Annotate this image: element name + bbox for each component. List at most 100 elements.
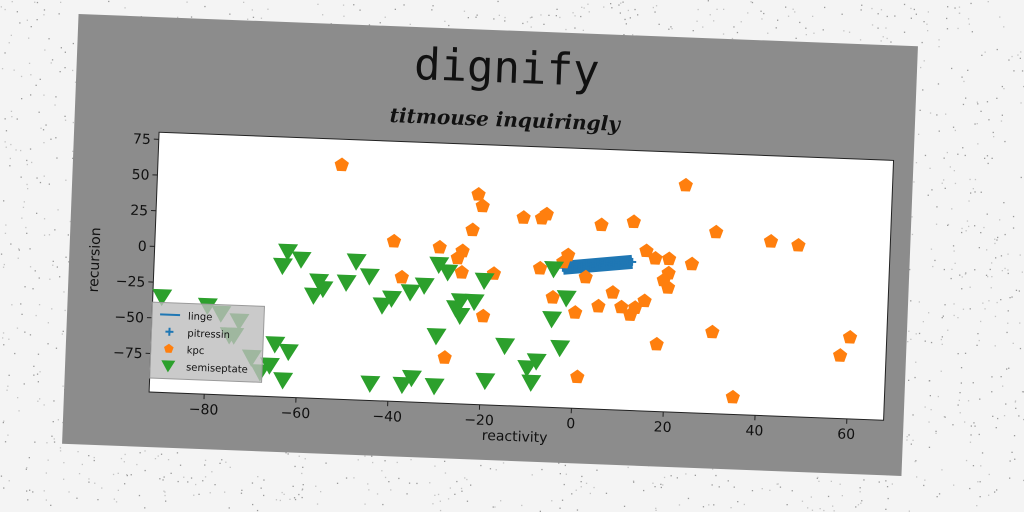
y-tick-label: −25 (115, 274, 145, 291)
point-semiseptate (517, 360, 538, 378)
point-kpc (627, 300, 643, 314)
point-pitressin (591, 259, 600, 268)
point-semiseptate (313, 280, 334, 299)
point-pitressin (568, 262, 577, 271)
y-axis-label: recursion (86, 227, 104, 293)
point-kpc (833, 348, 848, 362)
x-tick-label: −40 (372, 409, 402, 426)
point-semiseptate (424, 377, 445, 396)
point-kpc (594, 217, 609, 232)
point-kpc (763, 233, 779, 248)
point-kpc (465, 222, 480, 237)
point-kpc (334, 157, 349, 172)
point-kpc (684, 256, 700, 271)
legend-label: kpc (186, 345, 204, 357)
point-semiseptate (259, 357, 280, 375)
point-kpc (626, 214, 641, 229)
y-tick-label: 0 (137, 239, 147, 255)
data-marks (152, 157, 858, 404)
point-kpc (534, 210, 550, 225)
point-kpc (516, 210, 531, 224)
point-semiseptate (521, 374, 542, 392)
point-kpc (386, 233, 402, 248)
legend-label: pitressin (187, 328, 230, 341)
point-semiseptate (426, 327, 447, 346)
point-kpc (591, 298, 606, 313)
x-tick-label: 60 (837, 426, 855, 443)
legend-box (149, 301, 265, 383)
point-semiseptate (272, 257, 293, 276)
point-kpc (561, 247, 576, 262)
point-kpc (614, 299, 629, 314)
point-kpc (649, 336, 664, 351)
point-kpc (570, 369, 585, 384)
legend-marker (161, 360, 176, 373)
point-kpc (842, 329, 858, 344)
point-kpc (662, 251, 677, 266)
point-semiseptate (401, 369, 422, 388)
point-semiseptate (360, 375, 381, 393)
point-semiseptate (382, 290, 403, 308)
point-semiseptate (544, 261, 565, 279)
point-semiseptate (526, 353, 547, 371)
legend-marker (164, 343, 174, 353)
point-pitressin (600, 258, 609, 268)
point-semiseptate (474, 272, 495, 291)
legend-marker (165, 327, 174, 336)
point-semiseptate (556, 290, 577, 308)
point-kpc (709, 224, 724, 239)
series-kpc (334, 157, 858, 404)
point-semiseptate (346, 253, 367, 271)
point-kpc (656, 272, 671, 287)
point-semiseptate (291, 251, 312, 269)
point-kpc (678, 177, 693, 192)
point-kpc (532, 260, 548, 275)
legend-label: linge (188, 311, 213, 323)
y-tick-label: −75 (113, 345, 143, 362)
legend-marker (160, 313, 181, 317)
axes-title: titmouse inquiringly (389, 103, 621, 136)
point-semiseptate (304, 287, 324, 305)
point-semiseptate (336, 274, 357, 292)
point-kpc (454, 265, 469, 279)
point-semiseptate (265, 336, 286, 354)
x-tick-label: 0 (566, 416, 576, 432)
point-semiseptate (450, 307, 471, 325)
point-semiseptate (438, 264, 459, 282)
point-kpc (475, 308, 491, 323)
x-tick-label: −20 (464, 412, 494, 429)
chart-card: dignify titmouse inquiringly −80 −60 −40 −2… (62, 14, 918, 476)
y-tick-label: 25 (130, 203, 148, 220)
point-semiseptate (392, 376, 413, 395)
point-kpc (605, 285, 620, 299)
point-pitressin (609, 258, 618, 267)
point-semiseptate (495, 337, 516, 356)
point-kpc (705, 324, 720, 339)
point-semiseptate (464, 293, 485, 312)
point-kpc (394, 269, 409, 284)
point-kpc (545, 289, 560, 304)
point-semiseptate (152, 288, 173, 307)
x-tick-label: 20 (653, 419, 671, 436)
point-pitressin (628, 257, 637, 266)
point-semiseptate (273, 372, 294, 390)
y-tick-label: 75 (133, 131, 151, 148)
point-semiseptate (475, 372, 496, 391)
x-tick-label: −60 (280, 405, 310, 422)
point-semiseptate (414, 277, 435, 295)
point-semiseptate (372, 297, 393, 315)
point-kpc (568, 305, 583, 319)
point-kpc (637, 293, 652, 308)
point-pitressin (618, 258, 628, 267)
point-kpc (639, 243, 654, 258)
axis-ticks: −80 −60 −40 −20 0 20 40 60 75 50 25 0 −25 −50 −75 (113, 131, 856, 443)
point-pitressin (577, 262, 586, 271)
point-kpc (471, 187, 486, 201)
plot-area (148, 131, 895, 421)
x-axis-label: reactivity (482, 428, 548, 447)
y-tick-label: −50 (114, 309, 144, 326)
point-pitressin (605, 260, 614, 269)
point-kpc (648, 250, 663, 265)
point-pitressin (586, 261, 595, 271)
point-kpc (725, 389, 740, 404)
